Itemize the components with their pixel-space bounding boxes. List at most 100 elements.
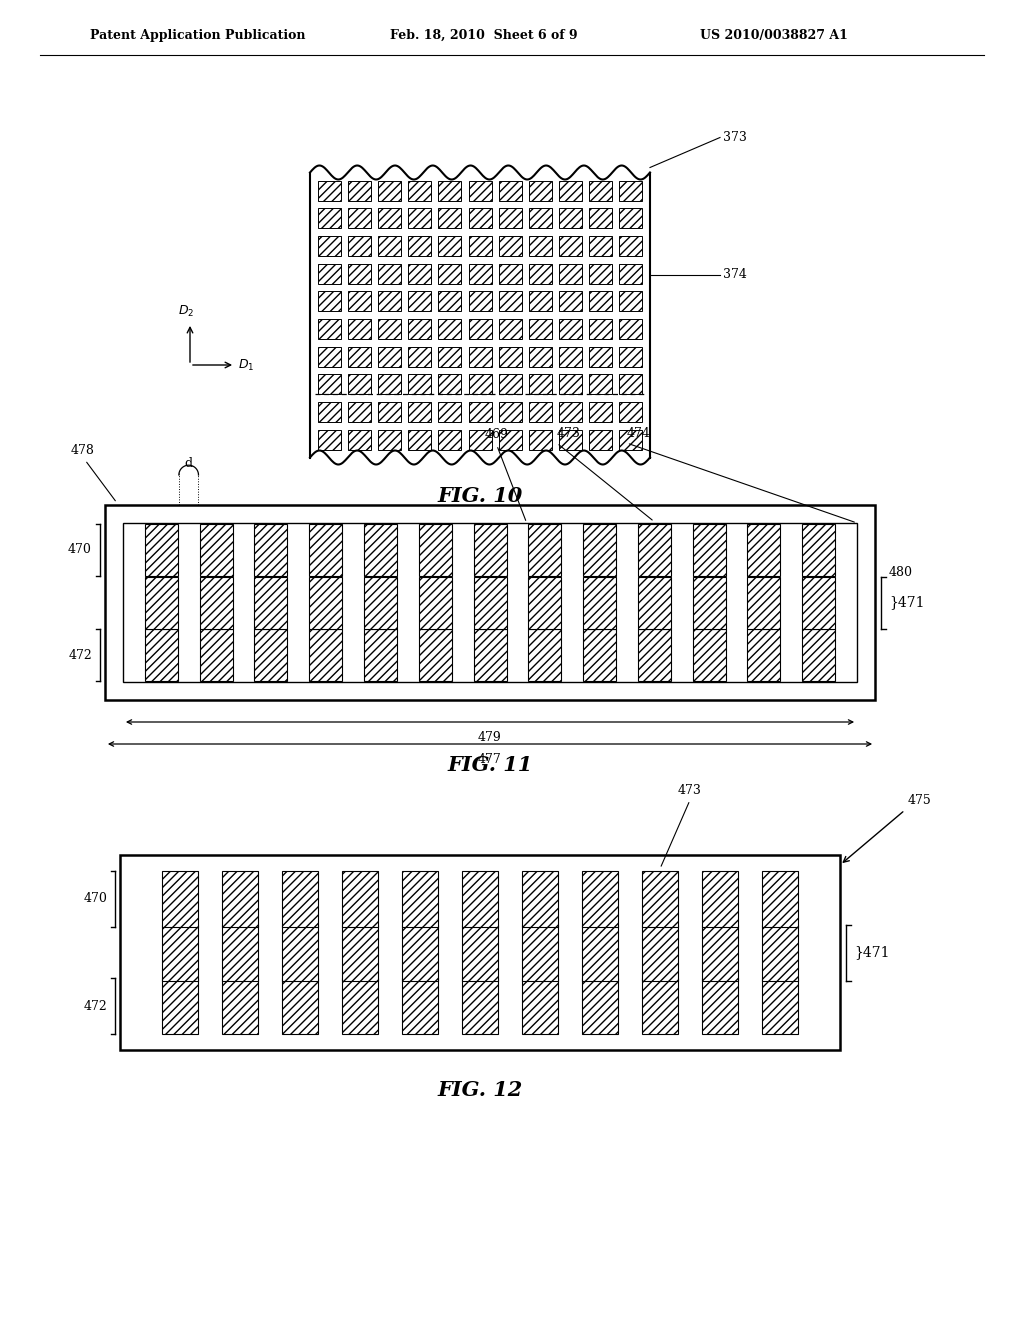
Bar — [589, 209, 612, 228]
Bar — [589, 401, 612, 422]
Text: 480: 480 — [889, 566, 913, 579]
Bar — [438, 181, 462, 201]
Bar — [589, 429, 612, 450]
Bar — [342, 924, 378, 981]
Bar — [559, 429, 582, 450]
Bar — [473, 577, 507, 628]
Text: 470: 470 — [83, 892, 106, 906]
Bar — [528, 374, 552, 395]
Text: 478: 478 — [71, 444, 95, 457]
Bar — [522, 871, 558, 927]
Bar — [802, 577, 836, 628]
Bar — [409, 209, 431, 228]
Bar — [762, 871, 798, 927]
Bar — [348, 292, 371, 312]
Bar — [438, 236, 462, 256]
Bar — [378, 236, 401, 256]
Bar — [318, 401, 341, 422]
Bar — [618, 374, 642, 395]
Bar — [402, 871, 438, 927]
Bar — [309, 577, 342, 628]
Text: $D_1$: $D_1$ — [238, 358, 254, 372]
Bar — [282, 924, 318, 981]
Bar — [618, 209, 642, 228]
Bar — [318, 374, 341, 395]
Bar — [469, 346, 492, 367]
Bar — [702, 978, 738, 1035]
Text: Patent Application Publication: Patent Application Publication — [90, 29, 305, 41]
Bar — [499, 292, 521, 312]
Bar — [409, 319, 431, 339]
Bar — [589, 374, 612, 395]
Bar — [499, 346, 521, 367]
Bar — [144, 524, 178, 576]
Bar — [438, 346, 462, 367]
Text: 477: 477 — [478, 752, 502, 766]
Bar — [583, 577, 616, 628]
Bar — [120, 855, 840, 1049]
Bar — [409, 264, 431, 284]
Text: FIG. 11: FIG. 11 — [447, 755, 532, 775]
Bar — [692, 524, 726, 576]
Bar — [499, 319, 521, 339]
Bar — [254, 577, 288, 628]
Bar — [462, 978, 498, 1035]
Bar — [638, 630, 671, 681]
Bar — [559, 319, 582, 339]
Bar — [528, 429, 552, 450]
Bar — [582, 924, 618, 981]
Bar — [469, 429, 492, 450]
Bar — [618, 181, 642, 201]
Bar — [638, 524, 671, 576]
Bar — [348, 429, 371, 450]
Bar — [642, 978, 678, 1035]
Bar — [528, 292, 552, 312]
Bar — [348, 401, 371, 422]
Bar — [499, 209, 521, 228]
Bar — [589, 346, 612, 367]
Bar — [254, 524, 288, 576]
Bar — [438, 429, 462, 450]
Bar — [469, 181, 492, 201]
Bar — [309, 524, 342, 576]
Bar — [419, 577, 452, 628]
Bar — [559, 374, 582, 395]
Bar — [222, 871, 258, 927]
Bar — [522, 924, 558, 981]
Bar — [528, 264, 552, 284]
Bar — [559, 401, 582, 422]
Bar — [364, 577, 397, 628]
Bar — [469, 209, 492, 228]
Bar — [583, 630, 616, 681]
Bar — [528, 401, 552, 422]
Bar — [559, 292, 582, 312]
Bar — [499, 236, 521, 256]
Text: 373: 373 — [723, 131, 746, 144]
Bar — [469, 374, 492, 395]
Bar — [378, 209, 401, 228]
Bar — [802, 524, 836, 576]
Bar — [469, 264, 492, 284]
Bar — [348, 346, 371, 367]
Bar — [318, 181, 341, 201]
Bar — [528, 209, 552, 228]
Bar — [748, 524, 780, 576]
Bar — [528, 346, 552, 367]
Bar — [348, 374, 371, 395]
Bar — [583, 524, 616, 576]
Bar — [692, 577, 726, 628]
Bar — [462, 871, 498, 927]
Bar — [144, 577, 178, 628]
Bar — [642, 924, 678, 981]
Bar — [589, 236, 612, 256]
Bar — [222, 978, 258, 1035]
Bar — [409, 292, 431, 312]
Bar — [438, 292, 462, 312]
Bar — [559, 181, 582, 201]
Bar — [348, 319, 371, 339]
Bar — [419, 524, 452, 576]
Bar — [748, 630, 780, 681]
Bar — [123, 523, 857, 682]
Bar — [378, 181, 401, 201]
Bar — [378, 292, 401, 312]
